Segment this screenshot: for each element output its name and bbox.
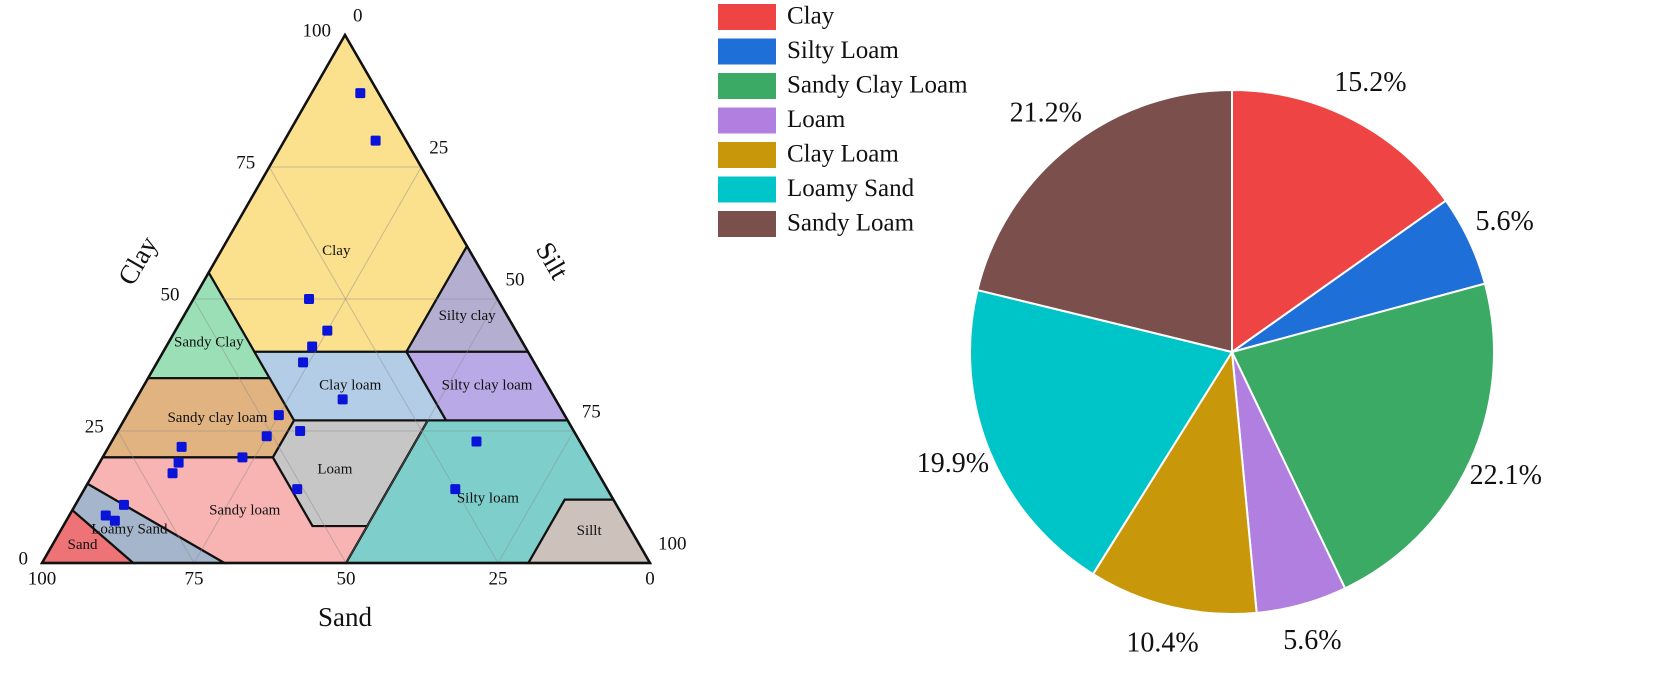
tick-label: 75: [236, 152, 255, 173]
tick-label: 50: [337, 568, 356, 589]
grid-line: [345, 298, 498, 564]
legend-swatch: [718, 211, 776, 237]
region-label: Silty clay: [439, 308, 497, 324]
legend-label: Loamy Sand: [787, 175, 915, 202]
region-label: Sand: [68, 537, 99, 553]
sample-point: [173, 457, 184, 468]
legend-swatch: [718, 107, 776, 134]
legend-label: Sandy Loam: [787, 210, 915, 237]
tick-label: 75: [582, 401, 601, 422]
value-label: 21.2%: [1010, 98, 1082, 129]
region-label: Sillt: [577, 523, 603, 539]
region-label: Loam: [317, 462, 352, 478]
tick-label: 100: [28, 568, 57, 589]
grid-line: [193, 298, 347, 564]
sample-point: [337, 394, 348, 405]
sample-point: [176, 441, 187, 452]
sample-point: [295, 426, 306, 436]
sample-point: [237, 452, 248, 463]
tick-label: 0: [353, 5, 363, 26]
tick-label: 25: [429, 137, 448, 158]
value-label: 15.2%: [1334, 67, 1406, 98]
sample-point: [167, 468, 178, 479]
pie-slice: [976, 88, 1233, 354]
legend-swatch: [718, 142, 776, 168]
legend-swatch: [718, 73, 776, 99]
value-label: 10.4%: [1126, 628, 1198, 659]
tick-label: 0: [645, 568, 655, 589]
axis-title: Sand: [318, 602, 373, 632]
ternary-chart: Clay Silty clay Sandy Clay Silty clay loam C…: [19, 5, 687, 632]
sample-point: [298, 357, 309, 368]
tick-label: 0: [19, 548, 29, 569]
region-label: Clay loam: [319, 378, 381, 394]
region-label: Silty clay loam: [442, 378, 533, 394]
sample-point: [118, 499, 129, 510]
tick-label: 100: [658, 533, 687, 554]
sample-point: [322, 325, 333, 336]
tick-label: 25: [85, 416, 104, 437]
sample-point: [273, 410, 284, 421]
legend-label: Sandy Clay Loam: [787, 72, 968, 99]
legend-swatch: [718, 4, 776, 30]
pie-chart: 15.2% 5.6% 22.1% 5.6% 10.4% 19.9% 21.2% Clay Sil…: [718, 3, 1542, 659]
axis-title: Silt: [530, 237, 575, 285]
triangle-outline: [39, 32, 653, 565]
grid-line: [268, 166, 499, 564]
grid-line: [497, 430, 575, 564]
sample-point: [370, 135, 381, 146]
region-label: Silty loam: [457, 490, 519, 506]
pie-slice: [1091, 348, 1258, 615]
legend-swatch: [718, 176, 776, 203]
sample-point: [307, 341, 318, 352]
legend-label: Clay: [787, 3, 835, 30]
legend-label: Clay Loam: [787, 141, 899, 168]
region-label: Sandy loam: [209, 502, 281, 518]
legend-label: Loam: [787, 106, 846, 133]
pie-slice: [1231, 88, 1448, 354]
tick-label: 50: [161, 284, 180, 305]
sample-point: [109, 515, 120, 526]
sample-point: [355, 88, 366, 99]
value-label: 5.6%: [1283, 625, 1341, 656]
legend-label: Silty Loam: [787, 37, 899, 64]
region-label: Loamy Sand: [91, 521, 168, 537]
tick-label: 25: [489, 568, 508, 589]
pie-slice: [1230, 282, 1495, 590]
grid-line: [117, 430, 195, 564]
value-label: 5.6%: [1475, 206, 1533, 237]
axis-title: Clay: [112, 231, 164, 291]
tick-label: 75: [185, 568, 204, 589]
region-label: Sandy clay loam: [167, 410, 267, 426]
tick-label: 50: [506, 269, 525, 290]
region-label: Sandy Clay: [174, 334, 244, 350]
value-label: 22.1%: [1470, 460, 1542, 491]
pie-slice: [969, 288, 1234, 576]
tick-label: 100: [303, 20, 332, 41]
value-label: 19.9%: [917, 448, 989, 479]
legend-swatch: [718, 38, 776, 65]
sample-point: [304, 294, 315, 304]
sample-point: [292, 484, 303, 495]
sample-point: [261, 431, 272, 442]
sample-point: [471, 436, 482, 447]
region-label: Clay: [322, 243, 351, 259]
sample-point: [450, 484, 461, 495]
sample-point: [100, 510, 111, 521]
texture-region: [207, 32, 469, 353]
